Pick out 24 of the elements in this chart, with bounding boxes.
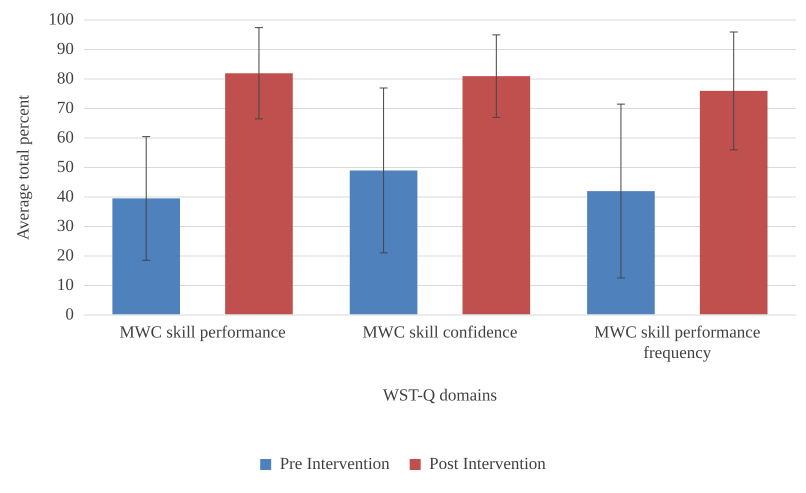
y-tick-label: 10 bbox=[56, 274, 74, 294]
y-tick-label: 50 bbox=[56, 156, 74, 176]
bar bbox=[225, 73, 293, 314]
y-tick-label: 80 bbox=[56, 68, 74, 88]
x-tick-label: MWC skill performance frequency bbox=[594, 322, 760, 362]
legend-label: Post Intervention bbox=[429, 454, 546, 473]
bar bbox=[462, 76, 530, 314]
bar bbox=[112, 198, 180, 314]
legend-label: Pre Intervention bbox=[280, 454, 390, 473]
y-tick-label: 20 bbox=[56, 245, 74, 264]
y-tick-label: 60 bbox=[56, 128, 74, 147]
y-tick-label: 70 bbox=[56, 98, 74, 118]
y-tick-label: 30 bbox=[56, 216, 74, 235]
y-axis-title: Average total percent bbox=[14, 94, 33, 240]
bar bbox=[350, 170, 418, 314]
y-tick-label: 40 bbox=[56, 186, 74, 206]
x-tick-label: MWC skill confidence bbox=[362, 322, 518, 342]
x-axis-title: WST-Q domains bbox=[382, 385, 498, 404]
bar bbox=[587, 191, 655, 314]
y-tick-label: 0 bbox=[65, 304, 74, 324]
y-tick-label: 100 bbox=[48, 10, 74, 29]
bar bbox=[700, 90, 768, 314]
x-tick-label: MWC skill performance bbox=[119, 322, 286, 342]
y-tick-label: 90 bbox=[56, 39, 74, 58]
